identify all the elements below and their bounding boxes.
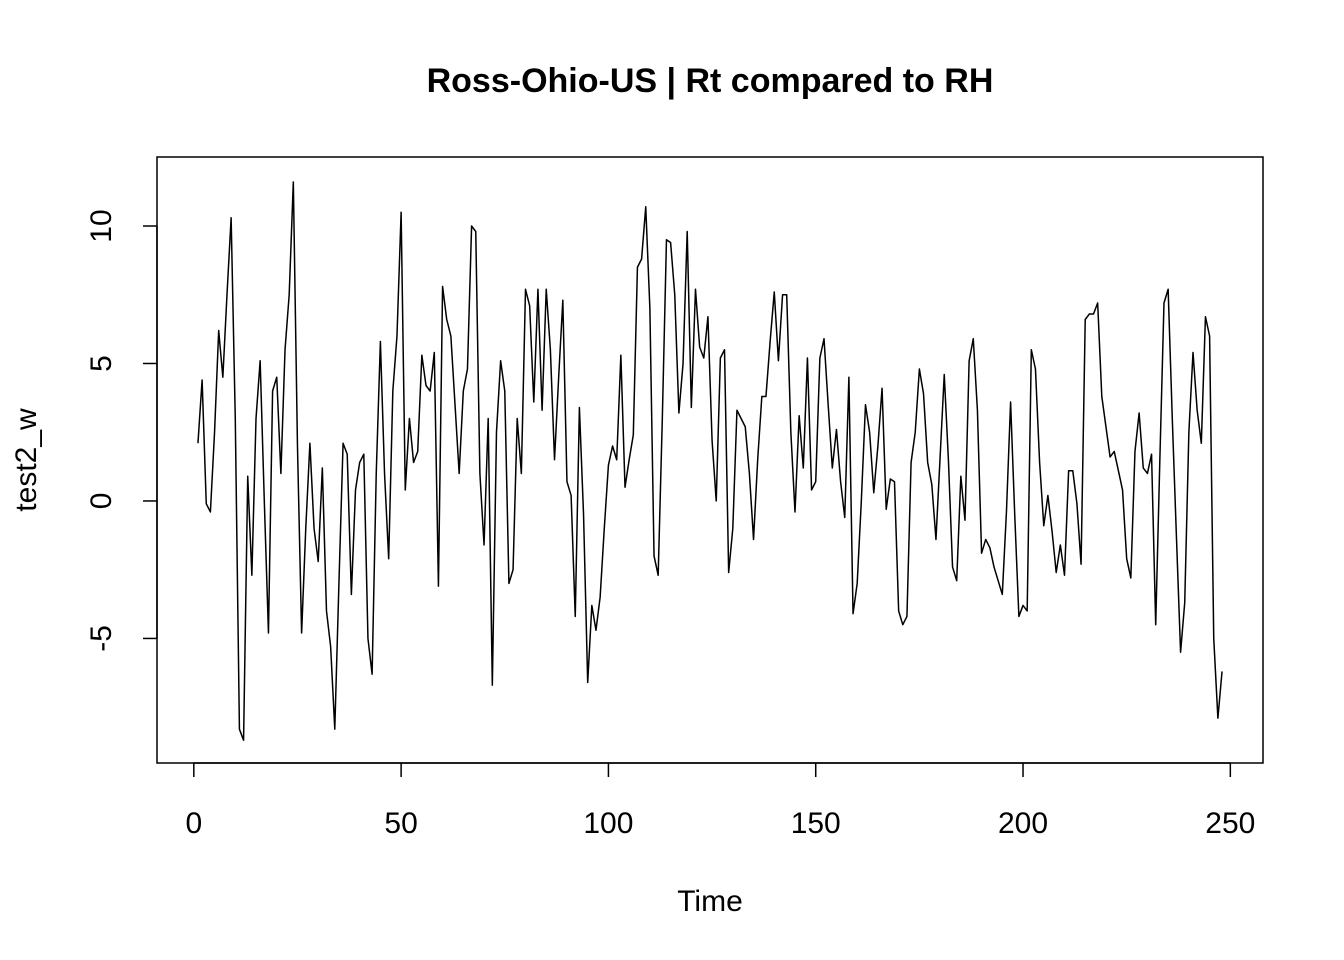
chart-title: Ross-Ohio-US | Rt compared to RH [427,62,994,100]
x-tick-label: 250 [1205,807,1255,840]
plot-frame [156,156,1264,764]
x-axis-label: Time [677,885,743,918]
x-tick-label: 50 [384,807,417,840]
y-axis-label: test2_w [10,408,43,512]
y-tick-label: 5 [85,355,118,372]
y-tick-label: -5 [85,625,118,652]
y-tick-label: 0 [85,493,118,510]
x-tick-label: 100 [583,807,633,840]
x-tick-label: 200 [998,807,1048,840]
y-tick-label: 10 [85,209,118,242]
x-tick-label: 150 [791,807,841,840]
data-line [197,181,1223,741]
x-tick-label: 0 [185,807,202,840]
